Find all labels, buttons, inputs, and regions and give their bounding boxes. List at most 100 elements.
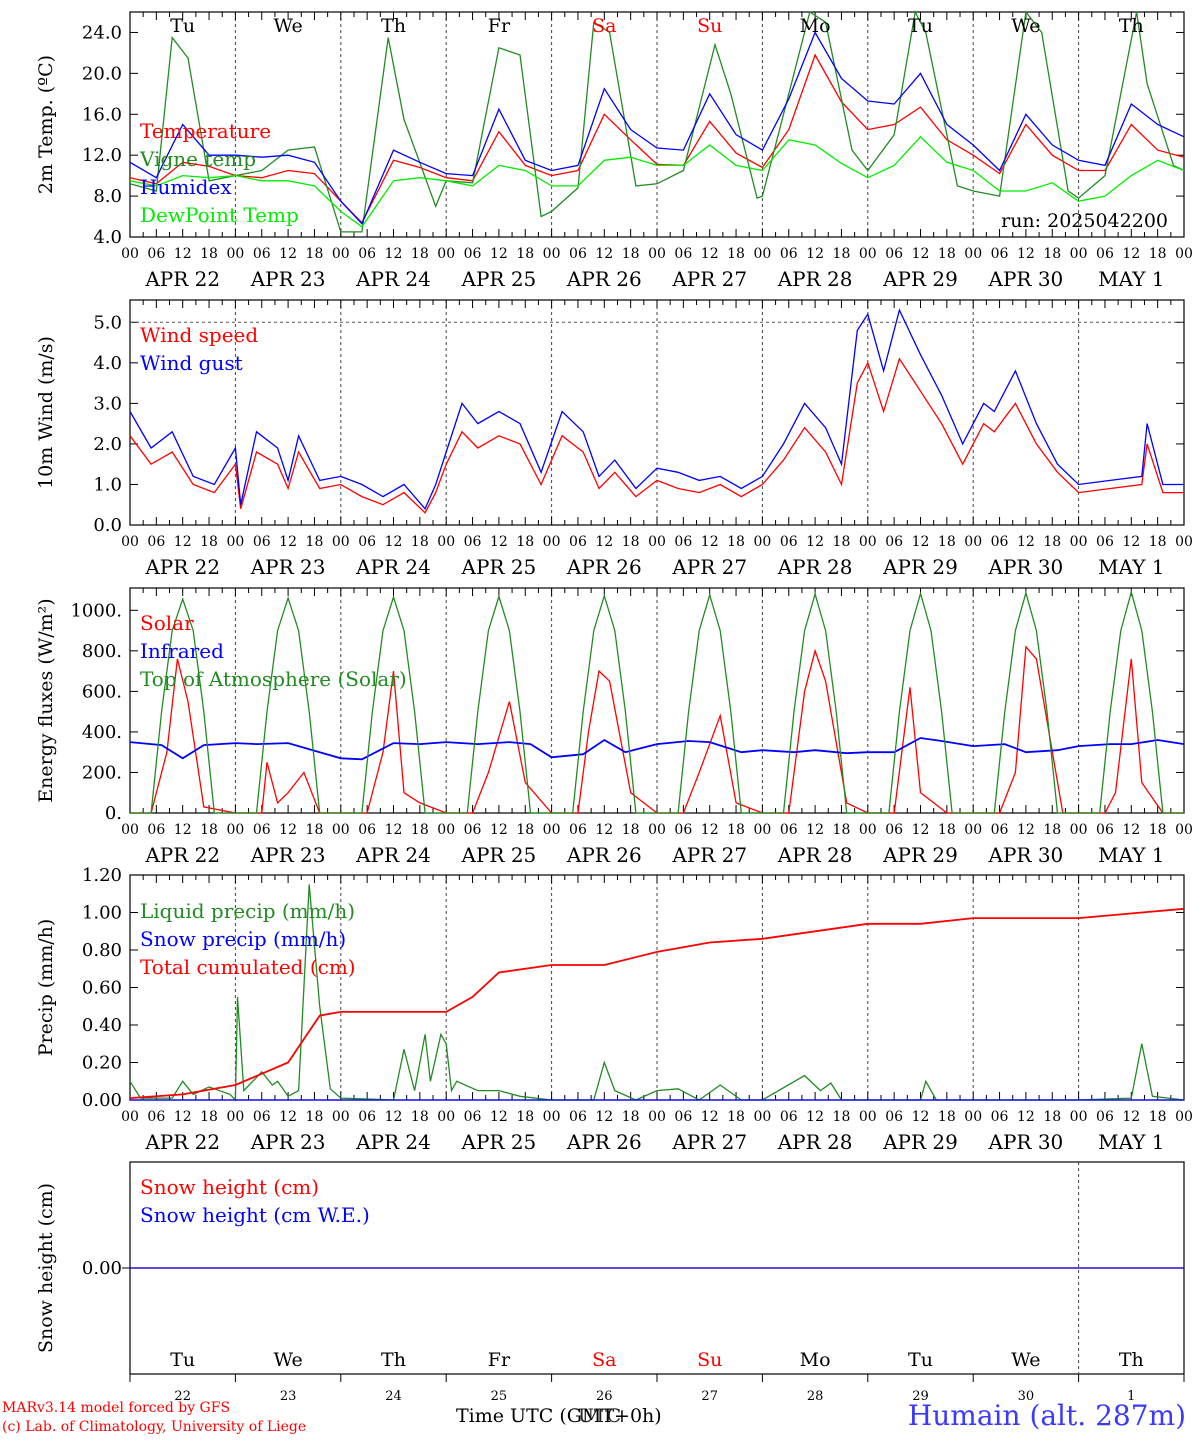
hour-tick-label: 06: [358, 1109, 376, 1125]
y-tick-label: 0.00: [82, 1090, 122, 1111]
legend-entry: Infrared: [140, 639, 224, 663]
hour-tick-label: 06: [991, 822, 1009, 838]
day-number-label: 1: [1127, 1389, 1135, 1404]
weekday-label: Th: [1119, 15, 1144, 37]
hour-tick-label: 06: [1096, 534, 1114, 550]
y-tick-label: 0.00: [82, 1258, 122, 1279]
hour-tick-label: 12: [806, 534, 824, 550]
y-tick-label: 4.0: [93, 353, 122, 374]
weekday-label: We: [1011, 15, 1040, 37]
hour-tick-label: 18: [411, 822, 429, 838]
hour-tick-label: 06: [885, 822, 903, 838]
hour-tick-label: 00: [332, 246, 350, 262]
x-axis-title: Time UTC (GMT+0h): [456, 1405, 662, 1427]
date-label: APR 27: [671, 1130, 747, 1154]
hour-tick-label: 18: [306, 822, 324, 838]
weekday-label: We: [1011, 1349, 1040, 1371]
hour-tick-label: 06: [674, 1109, 692, 1125]
date-label: APR 24: [355, 555, 431, 579]
y-tick-label: 200.: [82, 762, 122, 783]
hour-tick-label: 18: [306, 1109, 324, 1125]
hour-tick-label: 00: [226, 246, 244, 262]
hour-tick-label: 12: [912, 246, 930, 262]
y-tick-label: 400.: [82, 722, 122, 743]
y-tick-label: 0.60: [82, 978, 122, 999]
date-label: APR 22: [144, 843, 220, 867]
hour-tick-label: 12: [279, 246, 297, 262]
weekday-label: We: [273, 1349, 302, 1371]
hour-tick-label: 00: [437, 246, 455, 262]
y-tick-label: 8.0: [93, 186, 122, 207]
date-label: APR 22: [144, 267, 220, 291]
date-label: APR 24: [355, 267, 431, 291]
model-credit: MARv3.14 model forced by GFS: [2, 1400, 231, 1416]
series-line: [129, 135, 1185, 228]
hour-tick-label: 06: [991, 1109, 1009, 1125]
hour-tick-label: 00: [648, 534, 666, 550]
hour-tick-label: 00: [1175, 1109, 1193, 1125]
hour-tick-label: 00: [1070, 822, 1088, 838]
hour-tick-label: 18: [516, 1109, 534, 1125]
hour-tick-label: 12: [701, 1109, 719, 1125]
date-label: APR 23: [250, 1130, 326, 1154]
weekday-label: Tu: [170, 15, 195, 37]
hour-tick-label: 00: [543, 1109, 561, 1125]
legend-entry: Total cumulated (cm): [140, 955, 356, 979]
hour-tick-label: 12: [1122, 534, 1140, 550]
station-name: Humain (alt. 287m): [907, 1399, 1186, 1432]
series-line: [129, 53, 1185, 224]
panel-3: 0. 200. 400. 600. 800. 1000. Energy fluxes (W/…: [35, 587, 1193, 867]
day-number-label: 22: [174, 1389, 191, 1404]
day-number-label: 30: [1018, 1389, 1035, 1404]
hour-tick-label: 12: [806, 822, 824, 838]
date-label: APR 28: [777, 843, 853, 867]
hour-tick-label: 18: [200, 246, 218, 262]
hour-tick-label: 06: [569, 534, 587, 550]
hour-tick-label: 18: [1149, 1109, 1167, 1125]
date-label: APR 26: [566, 843, 642, 867]
hour-tick-label: 18: [727, 822, 745, 838]
hour-tick-label: 00: [543, 246, 561, 262]
hour-tick-label: 06: [991, 246, 1009, 262]
hour-tick-label: 18: [1149, 534, 1167, 550]
date-label: APR 25: [461, 1130, 537, 1154]
legend-entry: Snow height (cm): [140, 1175, 319, 1199]
y-tick-label: 20.0: [82, 63, 122, 84]
hour-tick-label: 18: [1043, 246, 1061, 262]
date-label: APR 24: [355, 843, 431, 867]
weekday-label: Th: [1119, 1349, 1144, 1371]
hour-tick-label: 06: [674, 534, 692, 550]
hour-tick-label: 12: [595, 1109, 613, 1125]
hour-tick-label: 18: [200, 822, 218, 838]
hour-tick-label: 18: [1149, 822, 1167, 838]
hour-tick-label: 12: [385, 822, 403, 838]
hour-tick-label: 18: [938, 246, 956, 262]
hour-tick-label: 00: [121, 534, 139, 550]
hour-tick-label: 06: [780, 534, 798, 550]
weekday-label: Th: [381, 1349, 406, 1371]
hour-tick-label: 06: [674, 246, 692, 262]
plot-frame: [129, 299, 1185, 526]
hour-tick-label: 00: [437, 534, 455, 550]
weekday-label: Mo: [800, 1349, 831, 1371]
series-line: [130, 645, 1184, 814]
hour-tick-label: 12: [279, 822, 297, 838]
y-tick-label: 0.0: [93, 515, 122, 536]
hour-tick-label: 06: [780, 246, 798, 262]
series-line: [129, 737, 1185, 761]
hour-tick-label: 00: [859, 246, 877, 262]
hour-tick-label: 12: [385, 246, 403, 262]
hour-tick-label: 12: [174, 246, 192, 262]
hour-tick-label: 00: [332, 1109, 350, 1125]
hour-tick-label: 12: [912, 822, 930, 838]
date-label: APR 27: [671, 555, 747, 579]
hour-tick-label: 06: [885, 246, 903, 262]
hour-tick-label: 00: [753, 822, 771, 838]
date-label: APR 24: [355, 1130, 431, 1154]
hour-tick-label: 06: [253, 246, 271, 262]
hour-tick-label: 00: [753, 246, 771, 262]
hour-tick-label: 12: [174, 534, 192, 550]
hour-tick-label: 12: [279, 1109, 297, 1125]
hour-tick-label: 18: [938, 822, 956, 838]
hour-tick-label: 00: [648, 822, 666, 838]
